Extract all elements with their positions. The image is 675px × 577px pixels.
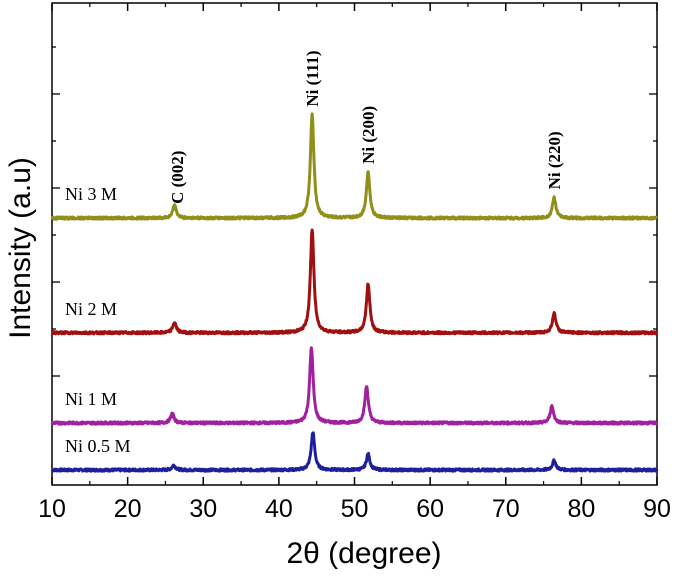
x-tick-label: 60 [416,495,444,523]
series-line [50,112,659,221]
peak-label: Ni (220) [545,131,564,189]
series-group [50,112,659,473]
x-tick-label: 40 [265,495,293,523]
series-label: Ni 0.5 M [65,436,131,456]
peak-labels: C (002) Ni (111) Ni (200) Ni (220) [168,50,564,204]
y-axis-title: Intensity (a.u) [4,157,37,339]
x-tick-labels: 10 20 30 40 50 60 70 80 90 [38,495,671,523]
x-tick-label: 10 [38,495,66,523]
series-line [50,346,659,426]
series-label: Ni 2 M [65,299,117,319]
series-labels: Ni 0.5 M Ni 1 M Ni 2 M Ni 3 M [65,184,131,456]
series-line [50,228,659,336]
x-tick-label: 90 [643,495,671,523]
x-axis-title: 2θ (degree) [286,537,441,570]
axis-ticks [51,3,658,485]
x-tick-label: 30 [189,495,217,523]
peak-label: C (002) [168,151,187,204]
x-tick-label: 80 [567,495,595,523]
plot-frame [51,2,658,486]
series-label: Ni 1 M [65,389,117,409]
series-label: Ni 3 M [65,184,117,204]
x-tick-label: 50 [341,495,369,523]
series-line [50,431,659,473]
peak-label: Ni (200) [359,106,378,164]
x-tick-label: 70 [492,495,520,523]
x-tick-label: 20 [114,495,142,523]
peak-label: Ni (111) [303,50,322,106]
